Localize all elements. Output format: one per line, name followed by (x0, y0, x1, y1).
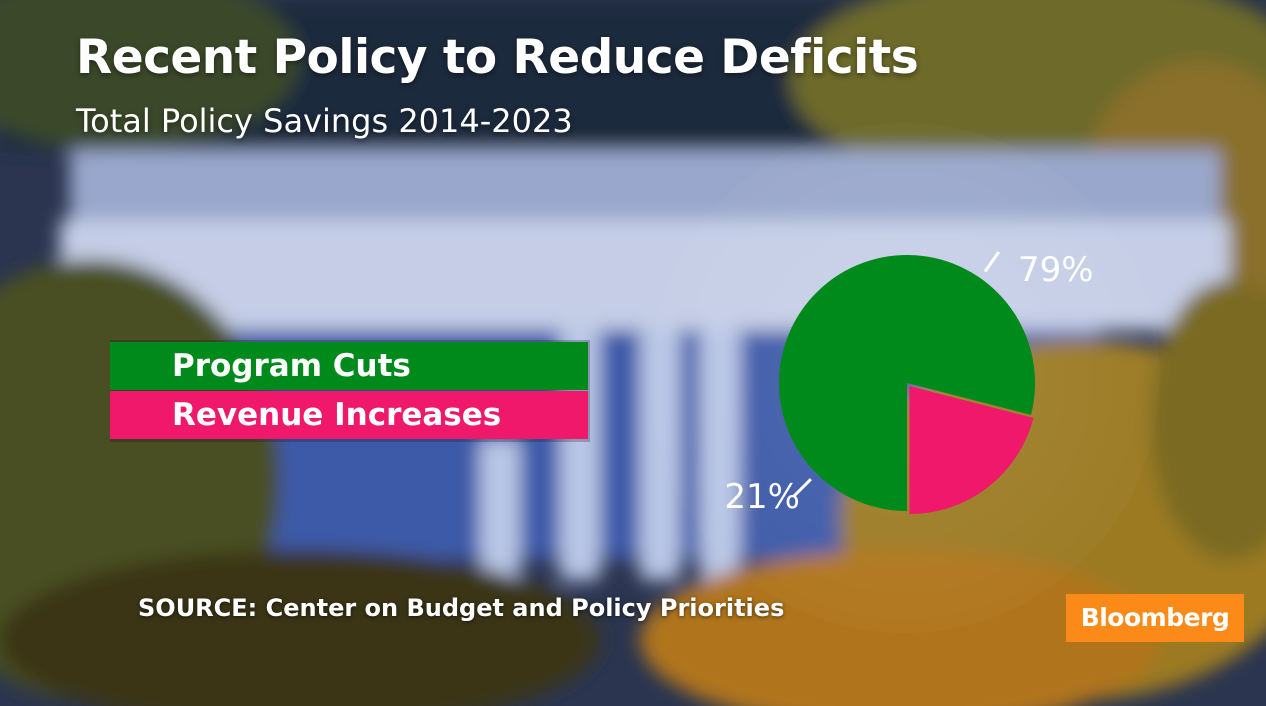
slice-label-program-cuts: 79% (1018, 250, 1094, 290)
legend-item-revenue-increases: Revenue Increases (110, 391, 588, 439)
leader-line-program-cuts (983, 251, 1001, 273)
chart-subtitle: Total Policy Savings 2014-2023 (76, 102, 573, 140)
bloomberg-logo: Bloomberg (1066, 594, 1244, 642)
chart-title: Recent Policy to Reduce Deficits (76, 30, 919, 85)
pie-slice-program-cuts (779, 255, 1035, 511)
legend-item-program-cuts: Program Cuts (110, 342, 588, 390)
slice-label-revenue-increases: 21% (724, 477, 800, 517)
legend-label-revenue-increases: Revenue Increases (172, 397, 502, 433)
source-note: SOURCE: Center on Budget and Policy Prio… (138, 594, 785, 622)
leader-line-revenue-increases (792, 478, 812, 498)
pie-slice-revenue-increases (909, 386, 1034, 515)
legend-label-program-cuts: Program Cuts (172, 348, 411, 384)
